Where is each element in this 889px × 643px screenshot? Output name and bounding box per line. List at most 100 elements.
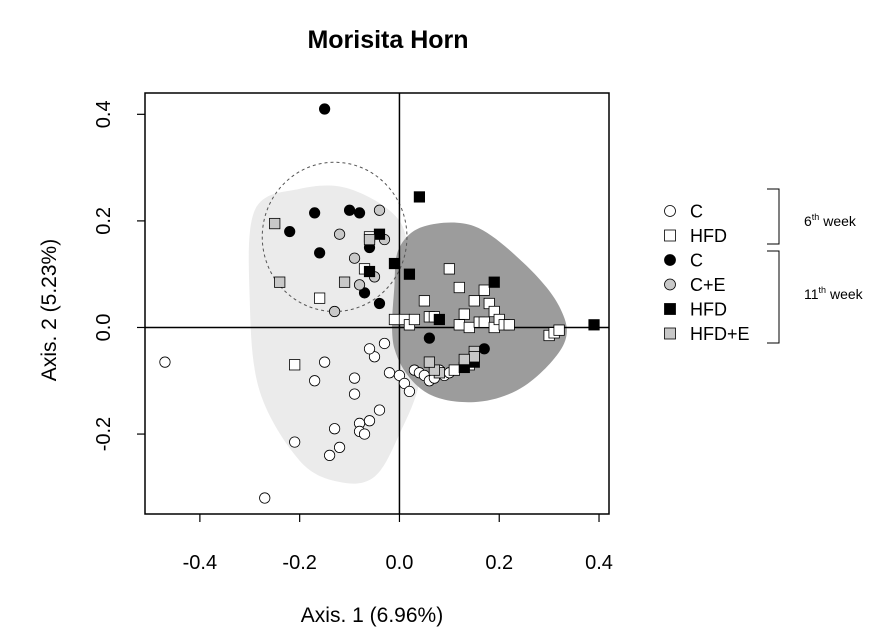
legend-label-5: HFD+E [690, 324, 750, 344]
point-series0-16 [378, 337, 391, 350]
point-series1-25 [503, 319, 515, 331]
point-series0-7 [333, 441, 346, 453]
y-tick-label: -0.2 [93, 417, 115, 451]
point-series1-11 [443, 263, 455, 275]
week11-label: 11th week [804, 285, 864, 302]
point-series5-2 [338, 276, 351, 288]
point-series0-20 [403, 385, 416, 398]
point-series0-0 [159, 356, 171, 368]
point-series5-5 [468, 351, 480, 363]
point-series1-7 [408, 313, 421, 326]
point-series1-12 [453, 281, 465, 294]
point-series2-2 [309, 207, 321, 219]
week6-bracket [767, 188, 780, 245]
point-series1-13 [453, 319, 465, 331]
legend-marker-2 [664, 254, 676, 266]
point-series5-0 [269, 217, 281, 230]
point-series1-15 [463, 321, 475, 334]
x-axis-label: Axis. 1 (6.96%) [301, 604, 443, 627]
plot-frame [144, 92, 610, 515]
point-series0-13 [363, 415, 376, 427]
point-series4-5 [433, 313, 445, 326]
point-series3-1 [328, 305, 341, 318]
point-series4-3 [363, 265, 376, 278]
point-series4-8 [488, 276, 500, 288]
point-series3-5 [373, 204, 386, 216]
point-series0-1 [259, 492, 271, 504]
point-series1-18 [478, 284, 490, 296]
chart-title: Morisita Horn [307, 26, 468, 54]
point-series5-1 [274, 276, 286, 288]
legend-marker-1 [664, 229, 676, 242]
point-series1-0 [289, 359, 301, 371]
legend-label-3: C+E [690, 275, 726, 295]
point-series3-0 [333, 228, 346, 240]
legend-label-0: C [690, 202, 703, 222]
x-axis: -0.4 -0.2 0.0 0.2 0.4 [183, 514, 613, 574]
point-series4-9 [588, 319, 600, 331]
legend: C HFD C C+E HFD HFD+E [664, 202, 750, 344]
point-series2-9 [423, 332, 435, 344]
y-axis-label: Axis. 2 (5.23%) [38, 239, 61, 381]
point-series1-19 [478, 316, 490, 328]
point-series0-4 [319, 356, 331, 368]
x-tick-label: 0.2 [485, 552, 513, 574]
legend-marker-0 [664, 205, 676, 217]
point-series2-10 [478, 343, 490, 355]
point-series0-12 [358, 428, 371, 440]
point-series2-5 [353, 207, 366, 219]
week6-label: 6th week [804, 212, 857, 229]
y-tick-label: 0.2 [93, 207, 115, 235]
legend-marker-4 [664, 303, 676, 315]
legend-marker-5 [664, 327, 676, 340]
point-series0-29 [363, 343, 376, 355]
point-series4-4 [403, 268, 416, 280]
point-series1-28 [553, 324, 565, 336]
point-series0-2 [289, 436, 301, 448]
point-series5-3 [363, 233, 376, 246]
point-series2-0 [319, 103, 331, 115]
point-series4-0 [413, 191, 426, 203]
point-series0-15 [373, 404, 386, 416]
point-series1-16 [468, 295, 480, 307]
point-series0-19 [398, 377, 411, 390]
y-axis: 0.4 0.2 0.0 -0.2 [93, 100, 145, 451]
x-tick-label: -0.4 [183, 552, 217, 574]
point-series0-5 [324, 449, 336, 461]
point-series2-3 [314, 247, 326, 259]
point-series0-17 [383, 367, 396, 379]
point-series3-2 [348, 252, 361, 264]
point-series2-6 [358, 287, 371, 299]
point-series2-8 [373, 297, 386, 310]
point-series0-14 [368, 351, 381, 363]
point-series2-4 [343, 204, 356, 216]
legend-marker-3 [664, 278, 676, 291]
x-tick-label: 0.0 [386, 552, 414, 574]
point-series1-29 [448, 364, 460, 376]
legend-label-1: HFD [690, 226, 727, 246]
legend-label-2: C [690, 251, 703, 271]
group-region-1 [392, 222, 567, 403]
point-series1-8 [418, 295, 430, 307]
point-series1-1 [314, 292, 326, 304]
x-tick-label: 0.4 [585, 552, 613, 574]
point-series1-4 [388, 313, 401, 326]
point-series4-1 [373, 228, 386, 240]
legend-label-4: HFD [690, 300, 727, 320]
y-tick-label: 0.4 [93, 100, 115, 128]
point-series5-9 [423, 356, 435, 368]
point-series0-6 [328, 423, 341, 435]
y-tick-label: 0.0 [93, 314, 115, 342]
point-series1-14 [458, 308, 470, 320]
point-series0-8 [348, 372, 361, 384]
data-points [159, 103, 600, 504]
point-series0-9 [348, 388, 361, 400]
point-series5-6 [458, 353, 470, 366]
point-series0-18 [393, 369, 406, 382]
point-series0-3 [309, 375, 321, 387]
point-series3-3 [353, 279, 366, 291]
week11-bracket [767, 250, 780, 344]
point-series4-2 [388, 257, 401, 270]
point-series2-1 [284, 225, 296, 238]
